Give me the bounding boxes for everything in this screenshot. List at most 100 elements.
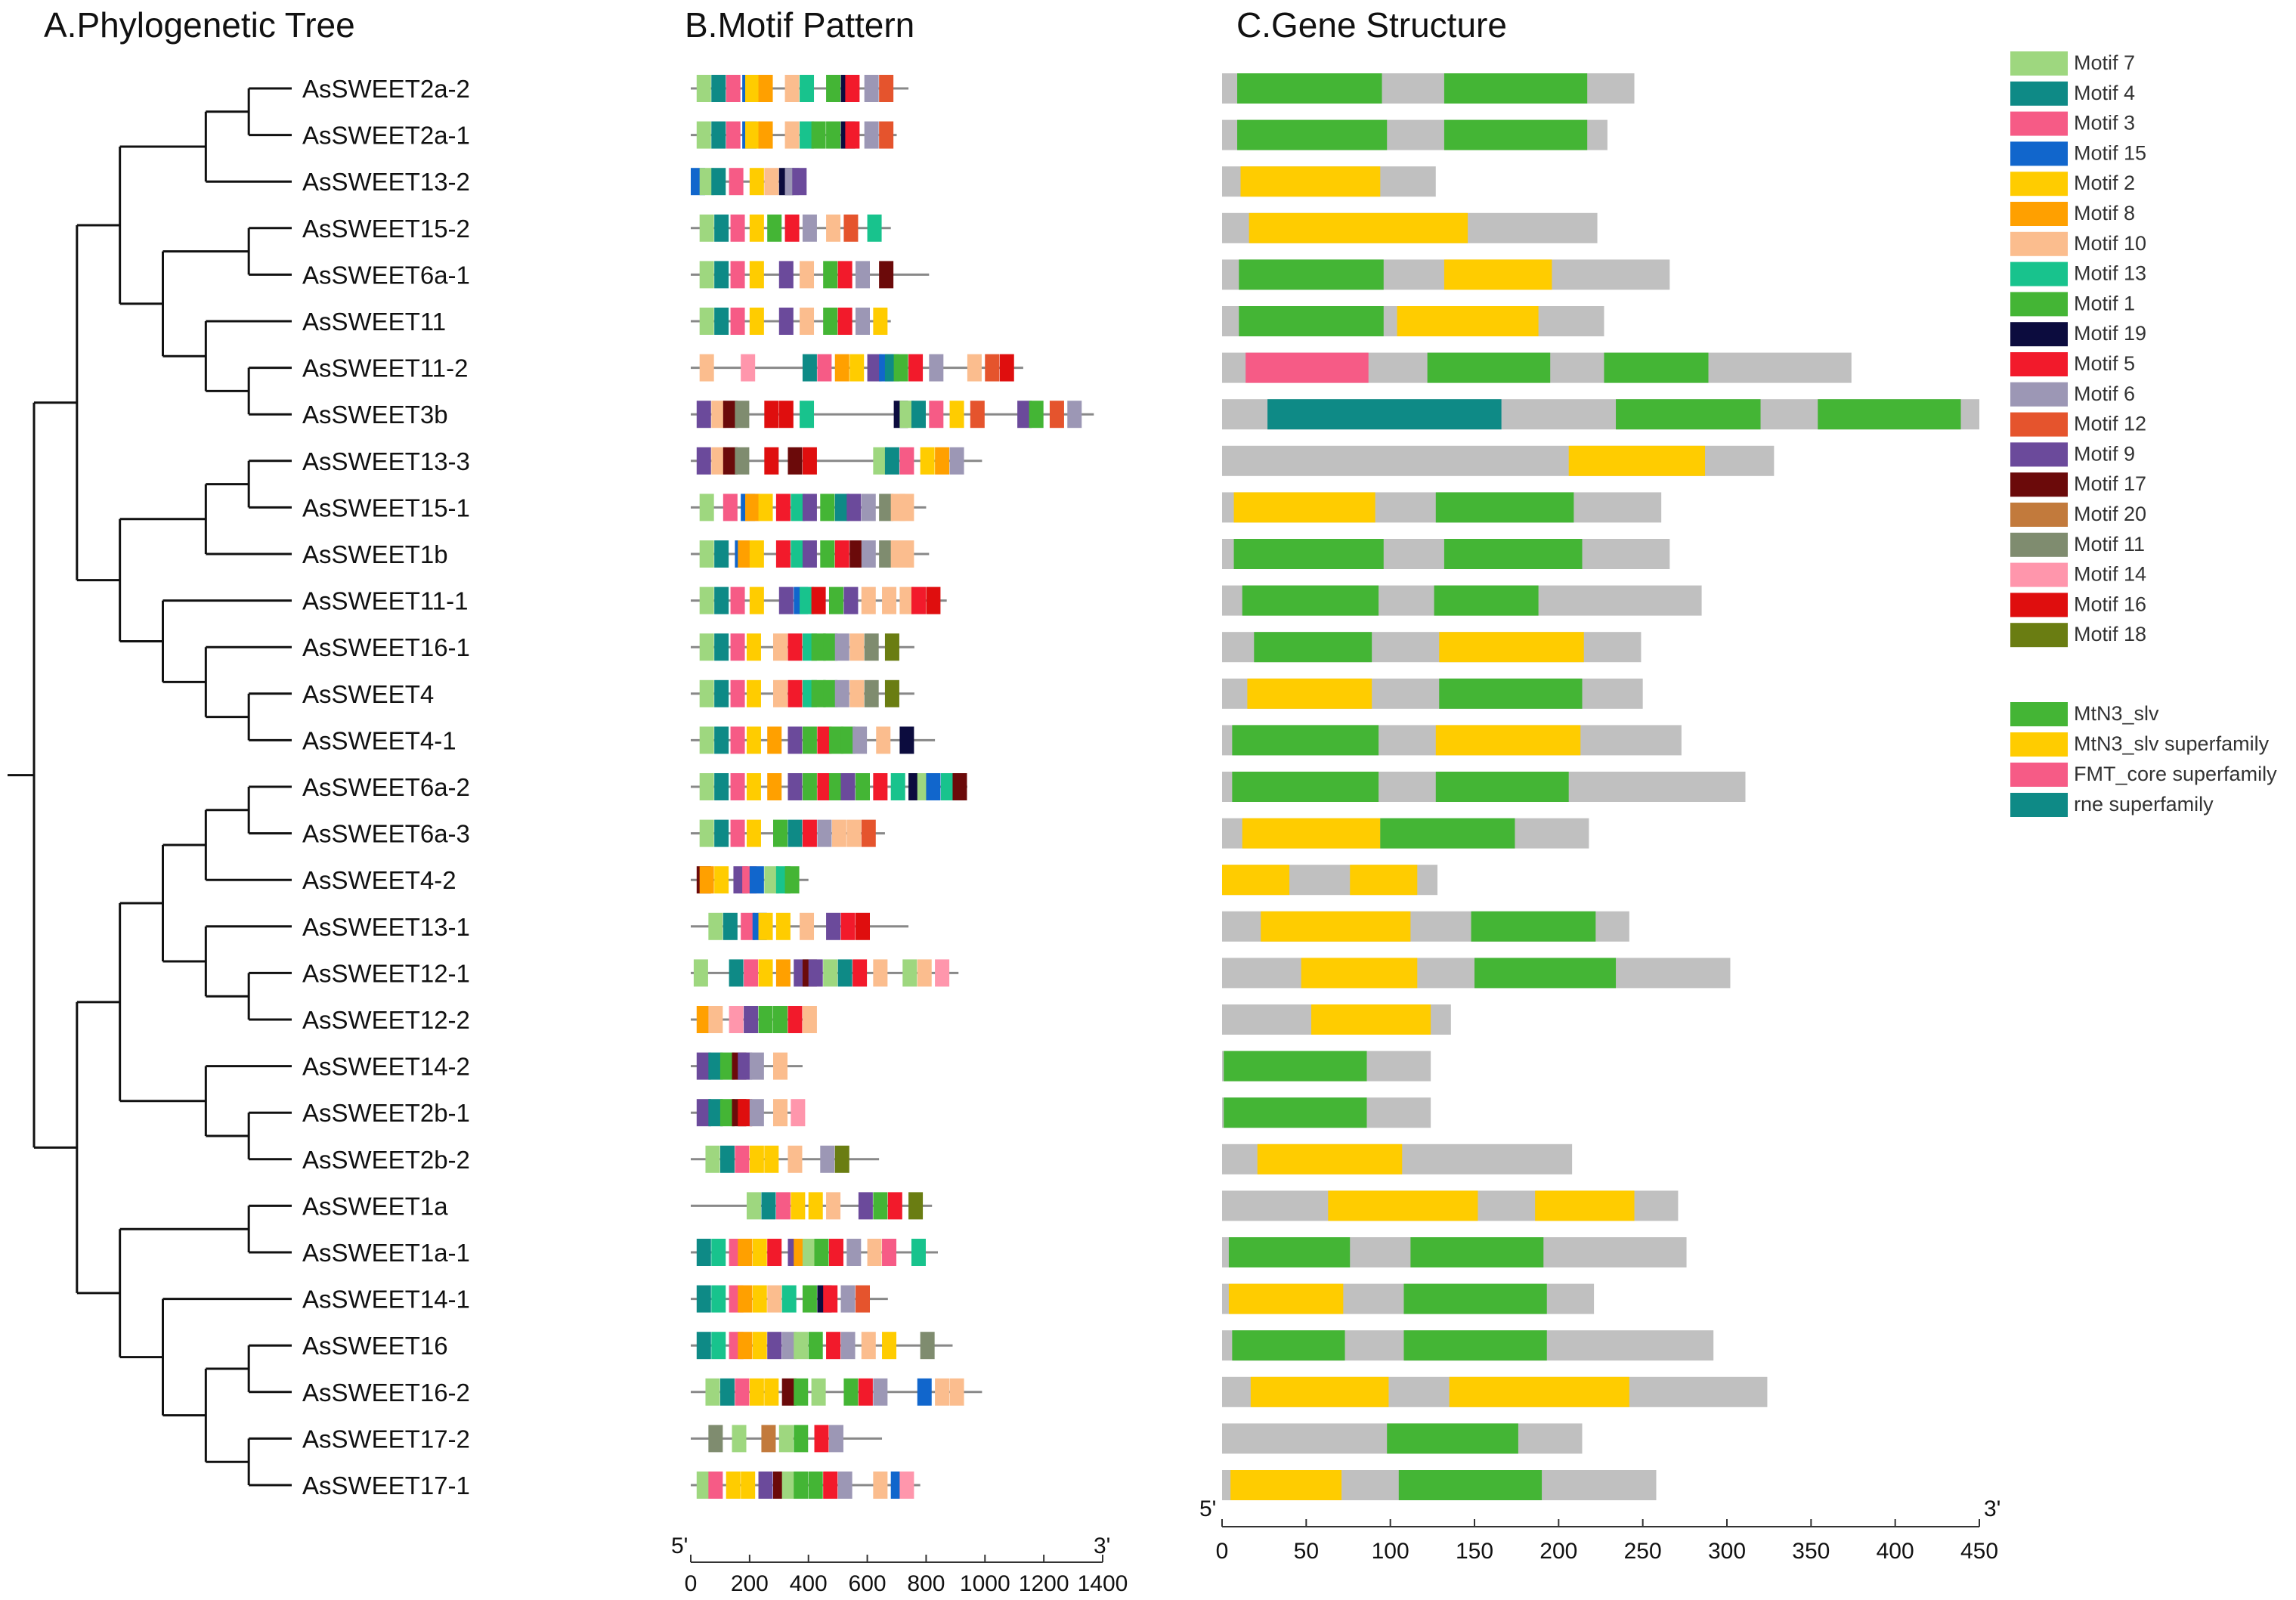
motif-box-m17 — [723, 401, 738, 429]
motif-box-m9 — [778, 261, 794, 289]
gene-label: AsSWEET4 — [302, 680, 434, 708]
motif-box-m13 — [711, 1285, 726, 1313]
motif-box-m8 — [745, 494, 760, 521]
motif-box-m3 — [726, 121, 741, 149]
gene-label: AsSWEET13-2 — [302, 168, 470, 196]
motif-box-m9 — [696, 447, 711, 475]
motif-box-m5 — [852, 959, 868, 987]
motif-box-m9 — [792, 168, 807, 196]
motif-box-m1 — [802, 1285, 817, 1313]
motif-box-m17 — [952, 773, 967, 800]
motif-box-m5 — [788, 633, 803, 661]
motif-box-m2 — [749, 586, 764, 614]
motif-box-m16 — [778, 401, 794, 429]
motif-box-m4 — [708, 1052, 723, 1080]
motif-box-m10 — [800, 912, 815, 940]
motif-box-m8 — [699, 866, 714, 894]
motif-box-m18 — [834, 1145, 849, 1173]
motif-box-m9 — [858, 1192, 873, 1220]
domain-block-mtn3 — [1435, 772, 1569, 802]
motif-box-m1 — [840, 726, 856, 754]
domain-block-mtn3 — [1233, 539, 1384, 569]
gene-structure-row — [1222, 632, 1642, 663]
gene-label: AsSWEET15-1 — [302, 494, 470, 521]
domain-block-mtn3s — [1247, 678, 1372, 709]
motif-row — [691, 1425, 883, 1453]
gene-structure-row — [1222, 911, 1629, 942]
motif-box-m1 — [823, 261, 838, 289]
domain-block-mtn3s — [1249, 212, 1468, 243]
domain-block-mtn3s — [1257, 1144, 1403, 1174]
gene-axis-tick-label: 400 — [1877, 1539, 1914, 1564]
domain-block-mtn3s — [1228, 1283, 1344, 1314]
motif-box-m7 — [794, 1332, 809, 1360]
motif-box-m6 — [802, 214, 817, 242]
motif-box-m4 — [714, 214, 729, 242]
motif-row — [691, 819, 885, 847]
motif-box-m1 — [719, 1052, 735, 1080]
motif-row — [691, 586, 947, 614]
legend-swatch — [2010, 702, 2068, 726]
motif-box-m10 — [846, 819, 862, 847]
motif-box-m1 — [802, 726, 817, 754]
motif-box-m4 — [719, 1145, 735, 1173]
domain-block-mtn3 — [1237, 73, 1382, 104]
motif-row — [691, 1378, 982, 1406]
motif-box-m2 — [758, 494, 773, 521]
gene-label: AsSWEET2b-2 — [302, 1146, 470, 1174]
motif-box-m2 — [752, 1239, 767, 1266]
motif-box-m1 — [811, 121, 826, 149]
motif-box-m5 — [840, 912, 856, 940]
domain-block-mtn3s — [1397, 306, 1539, 336]
legend-label: Motif 18 — [2074, 623, 2146, 645]
motif-box-m9 — [778, 308, 794, 335]
legend-item-m2: Motif 2 — [2010, 172, 2135, 197]
motif-box-m7 — [699, 726, 714, 754]
motif-box-m16 — [856, 912, 870, 940]
legend-item-m3: Motif 3 — [2010, 111, 2135, 136]
motif-box-m5 — [845, 75, 860, 102]
legend-item-m4: Motif 4 — [2010, 81, 2135, 106]
motif-box-m4 — [761, 1192, 776, 1220]
legend-swatch — [2010, 352, 2068, 376]
motif-box-m9 — [802, 540, 817, 568]
motif-row — [691, 1099, 806, 1127]
motif-box-m2 — [749, 1378, 764, 1406]
motif-box-m16 — [764, 447, 779, 475]
motif-box-m14 — [729, 1006, 744, 1033]
legend-label: Motif 11 — [2074, 533, 2145, 556]
motif-box-m16 — [811, 586, 826, 614]
motif-box-m7 — [746, 1192, 761, 1220]
gene-structure-row — [1222, 1190, 1679, 1221]
motif-box-m8 — [738, 1239, 753, 1266]
domain-block-mtn3 — [1444, 73, 1588, 104]
legend-label: Motif 17 — [2074, 472, 2146, 495]
motif-box-m2 — [749, 540, 764, 568]
motif-box-m1 — [823, 308, 838, 335]
legend-label: FMT_core superfamily — [2074, 763, 2277, 785]
gene-axis-tick-label: 100 — [1372, 1539, 1409, 1564]
legend-label: rne superfamily — [2074, 793, 2214, 815]
motif-box-m7 — [696, 75, 711, 102]
motif-box-m7 — [693, 959, 708, 987]
motif-box-m9 — [846, 494, 862, 521]
legend-swatch — [2010, 732, 2068, 757]
motif-box-m3 — [730, 726, 745, 754]
motif-box-m1 — [873, 1192, 888, 1220]
motif-row — [691, 633, 914, 661]
domain-block-mtn3 — [1239, 306, 1384, 336]
domain-block-mtn3s — [1449, 1376, 1629, 1407]
motif-box-m11 — [864, 679, 879, 707]
motif-box-m1 — [826, 75, 841, 102]
motif-box-m5 — [908, 354, 924, 382]
legend-label: Motif 15 — [2074, 141, 2146, 164]
motif-box-m5 — [775, 540, 791, 568]
gene-axis-tick-label: 50 — [1294, 1539, 1319, 1564]
motif-axis-tick-label: 800 — [907, 1571, 945, 1596]
motif-box-m10 — [764, 168, 779, 196]
motif-box-m2 — [741, 1472, 756, 1499]
gene-structure-row — [1222, 818, 1589, 849]
motif-box-m16 — [999, 354, 1014, 382]
motif-box-m11 — [920, 1332, 935, 1360]
domain-block-mtn3s — [1535, 1190, 1635, 1221]
